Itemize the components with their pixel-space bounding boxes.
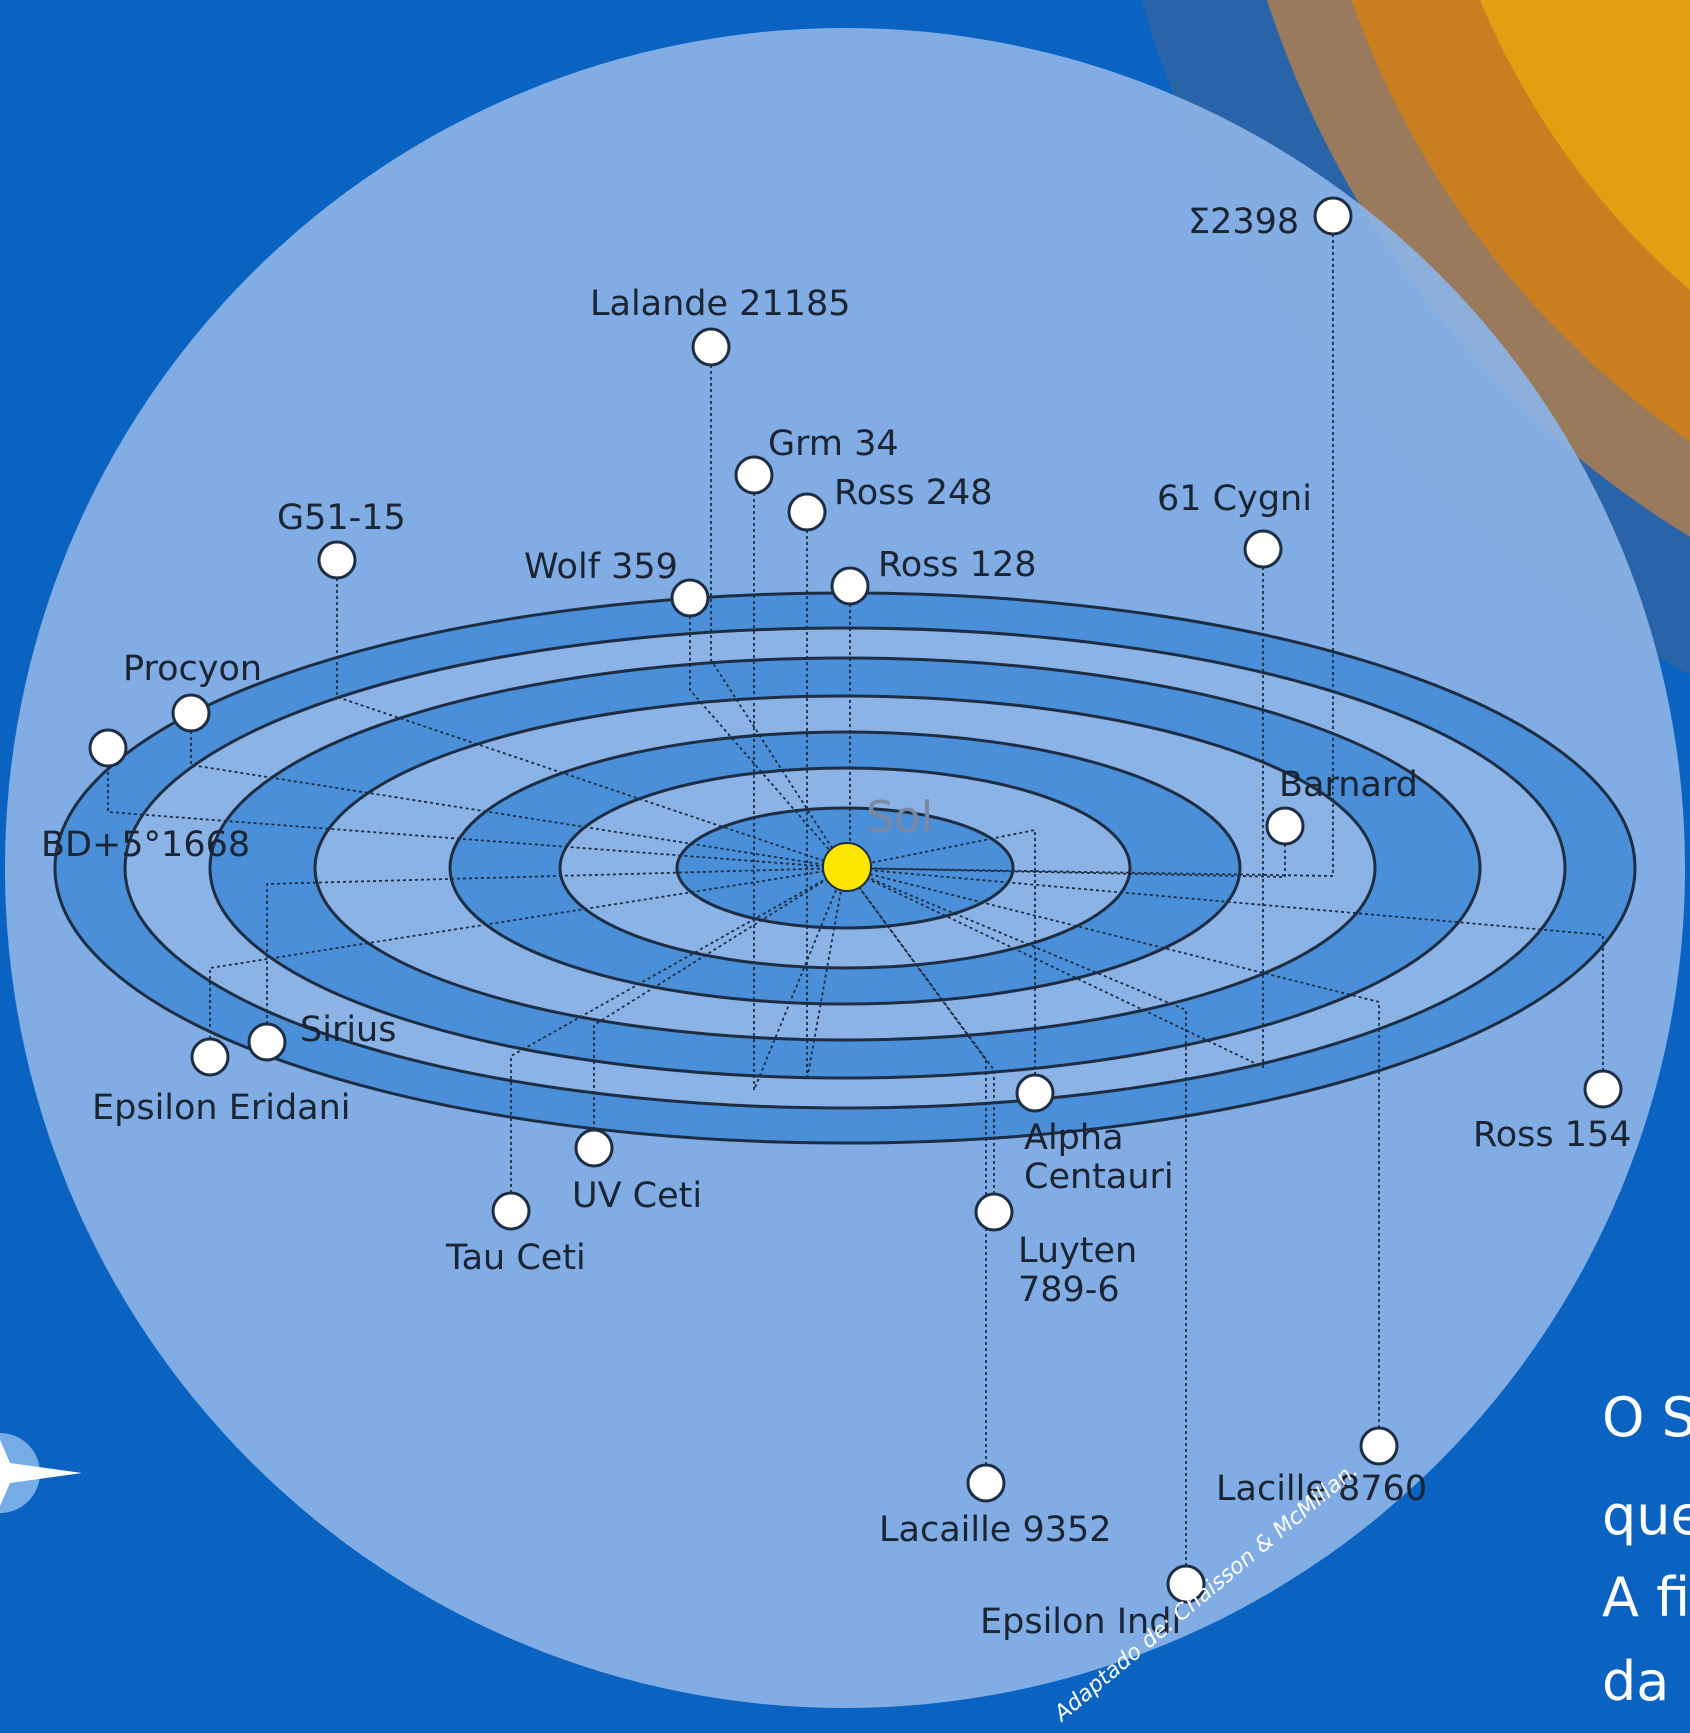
star-labels: Σ2398 Lalande 21185 Grm 34 Ross 248 61 C… — [41, 202, 1632, 1642]
star-marker-lalande-21185 — [691, 327, 731, 367]
star-label-procyon: Procyon — [123, 649, 262, 689]
connector-61-cygni — [844, 549, 1264, 1069]
star-label-luyten-789-6-text: Luyten — [1018, 1231, 1137, 1271]
connector-lacille-8760 — [844, 867, 1380, 1446]
star-label-lacille-8760: Lacille 8760 — [1216, 1469, 1427, 1509]
star-marker-bd5-1668 — [88, 728, 128, 768]
connector-lalande-21185 — [710, 347, 846, 869]
side-text: O S que A fi da — [1602, 1386, 1690, 1713]
star-marker-g51-15 — [317, 540, 357, 580]
side-text-line-1: O S — [1602, 1386, 1690, 1449]
star-label-alpha-centauri: Alpha Centauri — [1024, 1118, 1174, 1197]
star-label-61-cygni: 61 Cygni — [1157, 479, 1312, 519]
star-label-ross-154: Ross 154 — [1473, 1115, 1632, 1155]
star-marker-ross-128 — [830, 566, 870, 606]
star-marker-uv-ceti — [574, 1128, 614, 1168]
connector-ross-154 — [844, 867, 1604, 1089]
orange-arc-inner — [1480, 0, 1690, 291]
connector-g51-15 — [336, 560, 846, 869]
star-label-epsilon-eridani: Epsilon Eridani — [92, 1088, 351, 1128]
star-marker-barnard — [1265, 806, 1305, 846]
star-label-g51-15: G51-15 — [277, 498, 406, 538]
star-label-lalande-21185: Lalande 21185 — [590, 284, 851, 324]
side-text-line-4: da — [1602, 1650, 1669, 1713]
side-text-line-3: A fi — [1602, 1566, 1690, 1629]
connector-barnard — [844, 826, 1286, 878]
star-marker-sigma-2398 — [1313, 196, 1353, 236]
star-label-epsilon-indi: Epsilon Indi — [980, 1602, 1181, 1642]
connector-epsilon-eridani — [209, 867, 846, 1057]
connector-sirius — [266, 867, 846, 1042]
star-marker-luyten-789-6 — [974, 1192, 1014, 1232]
star-marker-sirius — [247, 1022, 287, 1062]
connector-lines — [107, 216, 1604, 1584]
star-marker-procyon — [171, 693, 211, 733]
sparkle-icon — [0, 1433, 82, 1513]
star-marker-61-cygni — [1243, 529, 1283, 569]
star-label-lacaille-9352: Lacaille 9352 — [879, 1510, 1112, 1550]
star-marker-tau-ceti — [491, 1191, 531, 1231]
side-text-line-2: que — [1602, 1484, 1690, 1547]
star-label-uv-ceti: UV Ceti — [572, 1176, 702, 1216]
star-label-luyten-789-6: Luyten 789-6 — [1018, 1231, 1148, 1310]
connector-tau-ceti — [510, 867, 846, 1211]
star-marker-epsilon-indi — [1166, 1564, 1206, 1604]
sun-marker — [822, 842, 872, 892]
star-label-alpha-centauri-text: Alpha — [1024, 1118, 1124, 1158]
star-marker-epsilon-eridani — [190, 1037, 230, 1077]
star-label-sigma-2398: Σ2398 — [1188, 202, 1299, 242]
star-label-sirius: Sirius — [300, 1010, 396, 1050]
star-label-alpha-centauri-text-line-2: Centauri — [1024, 1157, 1174, 1197]
star-markers — [88, 196, 1623, 1604]
star-marker-alpha-centauri — [1015, 1073, 1055, 1113]
star-marker-ross-154 — [1583, 1069, 1623, 1109]
star-label-ross-248: Ross 248 — [834, 473, 993, 513]
star-marker-lacille-8760 — [1359, 1426, 1399, 1466]
star-label-tau-ceti: Tau Ceti — [445, 1238, 586, 1278]
star-label-luyten-789-6-text-line-2: 789-6 — [1018, 1270, 1120, 1310]
sun-label: Sol — [866, 792, 933, 843]
star-label-bd5-1668: BD+5°1668 — [41, 825, 250, 865]
star-label-grm-34: Grm 34 — [768, 424, 899, 464]
connector-sigma-2398 — [844, 216, 1334, 877]
connector-alpha-centauri — [844, 828, 1036, 1093]
connector-grm-34 — [753, 475, 846, 1091]
connector-wolf-359 — [689, 598, 846, 869]
connector-uv-ceti — [593, 867, 846, 1148]
star-marker-ross-248 — [787, 492, 827, 532]
star-label-wolf-359: Wolf 359 — [524, 547, 678, 587]
connector-procyon — [190, 713, 846, 869]
connector-lacaille-9352 — [844, 867, 987, 1483]
star-marker-grm-34 — [734, 455, 774, 495]
star-marker-wolf-359 — [670, 578, 710, 618]
star-marker-lacaille-9352 — [966, 1463, 1006, 1503]
star-label-barnard: Barnard — [1279, 765, 1418, 805]
star-label-ross-128: Ross 128 — [878, 545, 1037, 585]
